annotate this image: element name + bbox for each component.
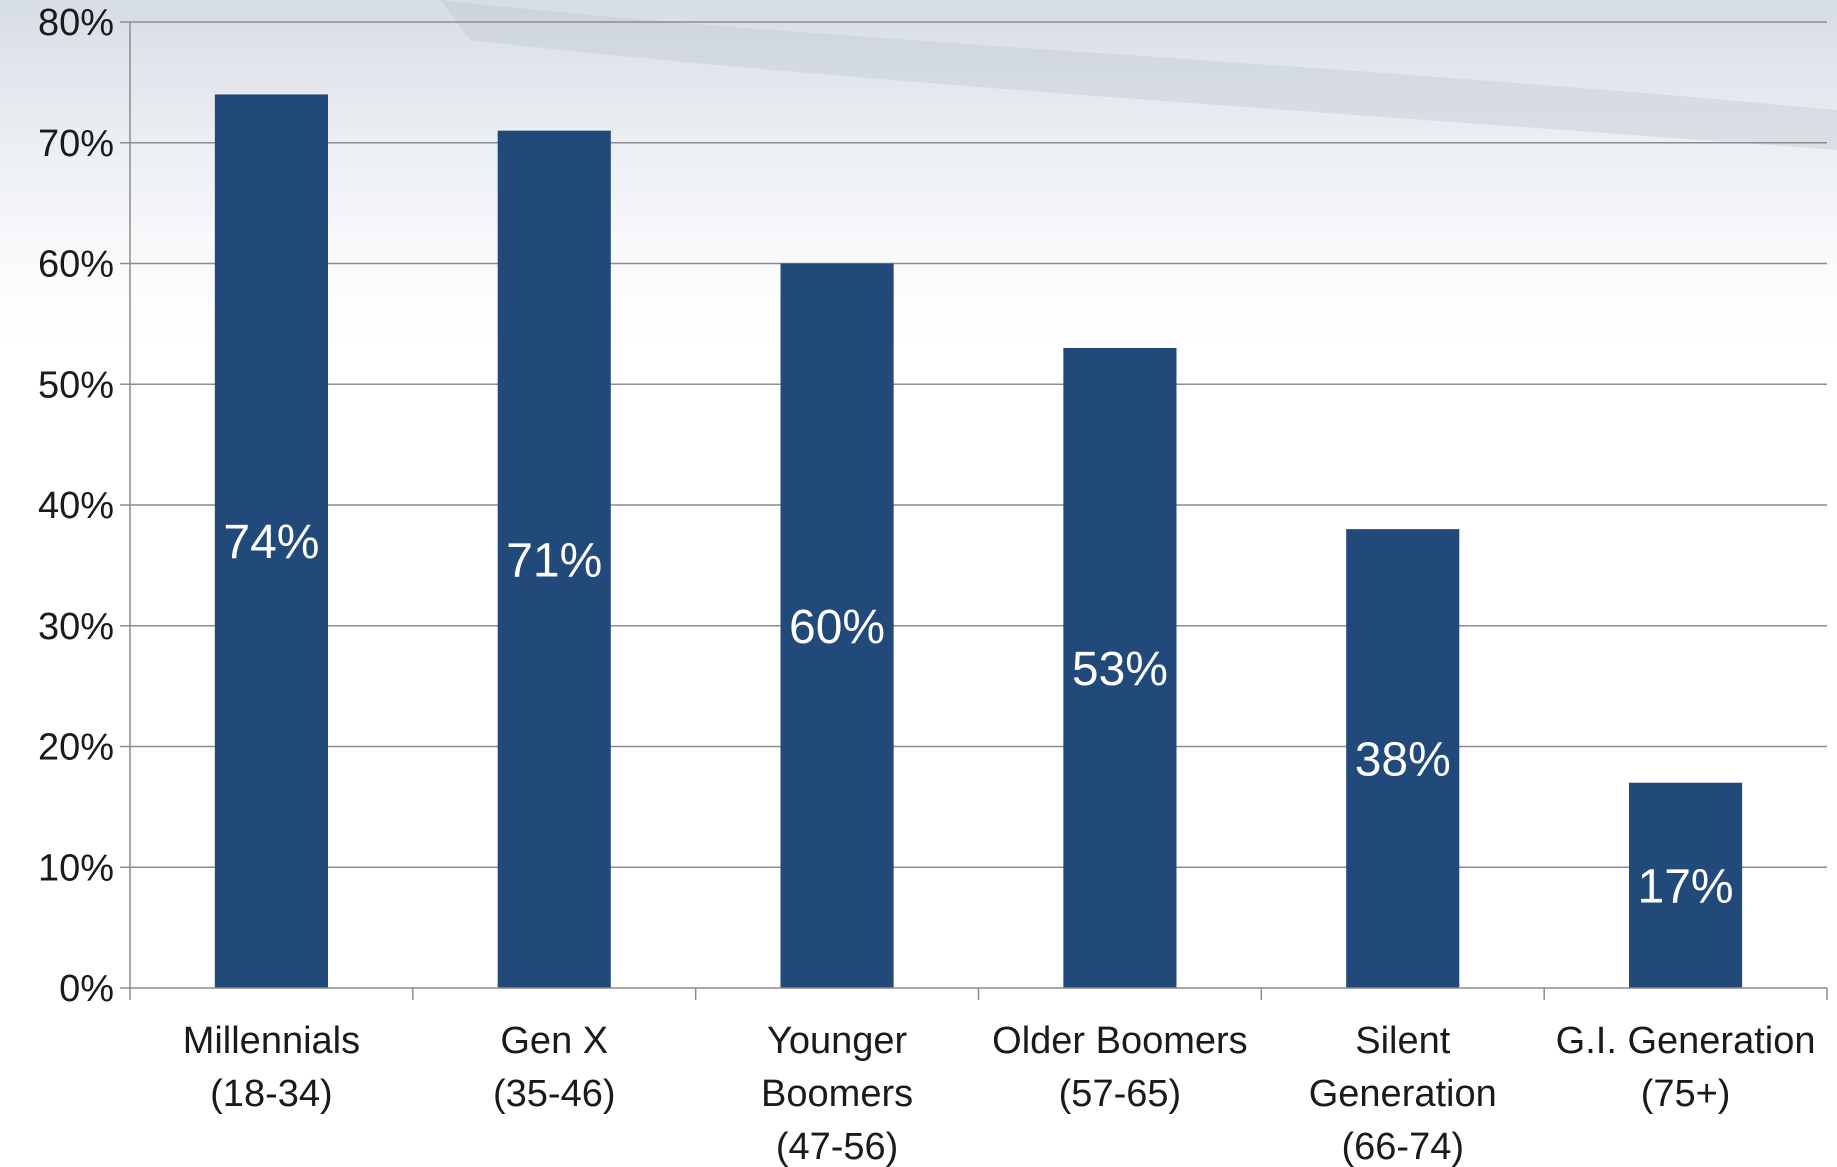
- y-tick-label: 30%: [38, 606, 114, 648]
- x-category-label: Older Boomers: [992, 1020, 1248, 1062]
- y-tick-label: 0%: [59, 968, 114, 1010]
- bar-value-label: 38%: [1355, 734, 1451, 787]
- y-tick-label: 80%: [38, 2, 114, 44]
- y-tick-label: 40%: [38, 485, 114, 527]
- bar: [780, 263, 894, 988]
- x-category-label: (57-65): [1059, 1073, 1182, 1115]
- y-tick-label: 70%: [38, 123, 114, 165]
- x-category-label: (66-74): [1342, 1126, 1465, 1167]
- x-category-label: Boomers: [761, 1073, 913, 1115]
- background-decoration: [440, 0, 1837, 150]
- bar-value-label: 71%: [506, 534, 602, 587]
- x-category-label: (75+): [1641, 1073, 1731, 1115]
- x-category-label: Millennials: [183, 1020, 360, 1062]
- x-category-label: Generation: [1309, 1073, 1497, 1115]
- x-category-label: (35-46): [493, 1073, 616, 1115]
- y-tick-label: 20%: [38, 727, 114, 769]
- gridlines: [130, 21, 1827, 868]
- bar: [1346, 529, 1460, 988]
- bar: [1063, 348, 1177, 988]
- bar-value-label: 74%: [223, 516, 319, 569]
- bar: [214, 94, 328, 988]
- bar-value-label: 17%: [1638, 860, 1734, 913]
- bar-value-label: 53%: [1072, 643, 1168, 696]
- y-tick-label: 10%: [38, 847, 114, 889]
- x-category-label: Silent: [1355, 1020, 1450, 1062]
- bar: [497, 130, 611, 989]
- x-category-label: Gen X: [500, 1020, 608, 1062]
- y-tick-label: 50%: [38, 364, 114, 406]
- x-category-label: G.I. Generation: [1556, 1020, 1816, 1062]
- bar: [1629, 782, 1743, 988]
- bar-value-label: 60%: [789, 601, 885, 654]
- x-category-label: (18-34): [210, 1073, 333, 1115]
- x-category-label: (47-56): [776, 1126, 899, 1167]
- axes: [120, 21, 1828, 1000]
- x-category-label: Younger: [767, 1020, 908, 1062]
- bars: [214, 94, 1743, 989]
- labels: 0% 10% 20% 30% 40% 50% 60% 70% 80% 74% Millennials…: [38, 2, 1816, 1167]
- y-tick-label: 60%: [38, 244, 114, 286]
